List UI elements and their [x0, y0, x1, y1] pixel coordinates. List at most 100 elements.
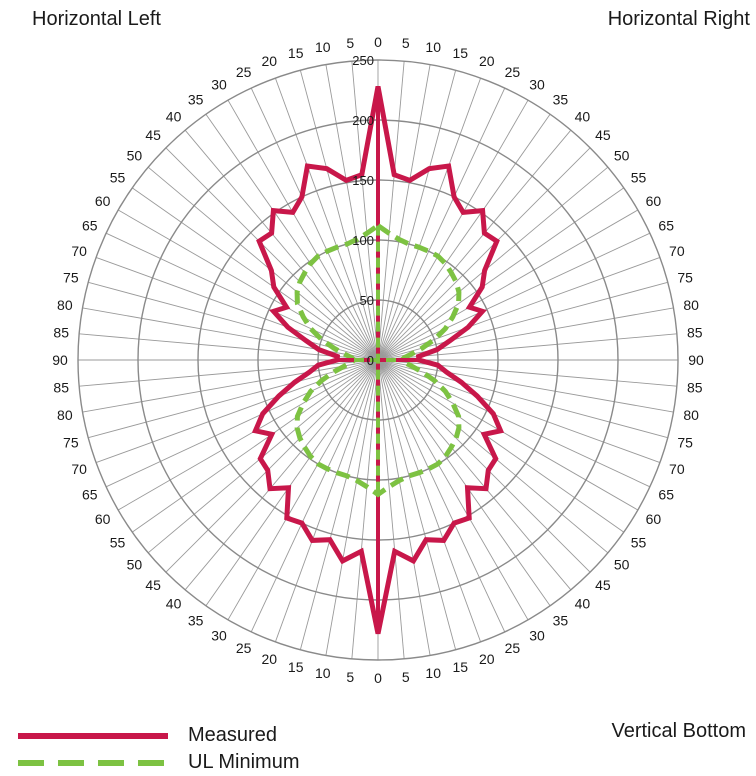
radial-tick-label: 50: [360, 293, 374, 308]
angle-label: 55: [110, 170, 126, 186]
angle-label: 65: [658, 486, 674, 502]
grid-spoke: [377, 359, 551, 607]
grid-spoke: [377, 77, 482, 361]
grid-spoke: [117, 359, 379, 511]
angle-label: 40: [575, 596, 591, 612]
grid-spoke: [377, 232, 651, 361]
grid-spoke: [377, 359, 572, 591]
grid-spoke: [351, 61, 379, 361]
angle-label: 80: [57, 407, 73, 423]
angle-label: 45: [595, 577, 611, 593]
angle-label: 75: [677, 434, 693, 450]
angle-label: 70: [71, 461, 87, 477]
grid-spoke: [105, 232, 379, 361]
series-layer: [251, 85, 505, 635]
grid-spoke: [274, 359, 379, 643]
grid-spoke: [88, 359, 379, 439]
grid-spoke: [377, 256, 661, 361]
angle-label: 55: [110, 534, 126, 550]
angle-label: 25: [505, 64, 521, 80]
angle-label: 75: [677, 270, 693, 286]
grid-spoke: [377, 359, 591, 573]
legend-label-ul-minimum: UL Minimum: [188, 751, 300, 773]
grid-spoke: [377, 359, 677, 387]
angle-label: 50: [127, 148, 143, 164]
grid-spoke: [377, 99, 529, 361]
grid-spoke: [131, 187, 379, 361]
grid-spoke: [377, 187, 625, 361]
angle-label: 15: [453, 659, 469, 675]
grid-spoke: [377, 359, 529, 621]
angle-label: 20: [479, 53, 495, 69]
angle-label: 70: [669, 243, 685, 259]
angle-label: 50: [127, 556, 143, 572]
grid-spoke: [131, 359, 379, 533]
angle-label: 45: [595, 127, 611, 143]
series-ul-minimum: [294, 222, 462, 498]
grid-spoke: [377, 359, 405, 659]
angle-label: 35: [553, 612, 569, 628]
angle-label: 10: [315, 665, 331, 681]
angle-label: 40: [166, 596, 182, 612]
grid-spoke: [325, 359, 379, 656]
grid-spoke: [95, 256, 379, 361]
grid-ring: [77, 59, 679, 661]
angle-label: 50: [614, 148, 630, 164]
angle-label: 45: [145, 127, 161, 143]
angle-label: 65: [82, 486, 98, 502]
grid-spoke: [250, 359, 379, 633]
grid-spoke: [351, 359, 379, 659]
angle-label: 0: [374, 670, 382, 686]
angle-label: 60: [95, 193, 111, 209]
grid-spoke: [377, 359, 639, 511]
grid-spoke: [377, 359, 668, 439]
radial-tick-label: 100: [352, 233, 374, 248]
angle-label: 5: [346, 35, 354, 51]
angle-label: 10: [315, 39, 331, 55]
grid-spoke: [377, 166, 609, 361]
grid-spoke: [377, 147, 591, 361]
angle-label: 5: [346, 669, 354, 685]
legend-item-measured: Measured: [18, 722, 300, 749]
grid-spoke: [184, 359, 379, 591]
angle-label: 75: [63, 270, 79, 286]
angle-label: 40: [166, 108, 182, 124]
angle-label: 5: [402, 669, 410, 685]
grid-spoke: [377, 61, 405, 361]
grid-spoke: [377, 359, 651, 488]
grid-spoke: [82, 359, 379, 413]
grid-spoke: [299, 70, 379, 361]
grid-spoke: [147, 166, 379, 361]
grid-spoke: [377, 359, 674, 413]
grid-spoke: [274, 77, 379, 361]
grid-spoke: [377, 359, 431, 656]
angle-label: 80: [57, 297, 73, 313]
radial-tick-label: 150: [352, 173, 374, 188]
grid-spoke: [95, 359, 379, 464]
grid-spoke: [377, 129, 572, 361]
angle-label: 90: [688, 352, 704, 368]
horizontal-left-label: Horizontal Left: [32, 8, 161, 30]
angle-label: 55: [631, 534, 647, 550]
grid-spoke: [205, 359, 379, 607]
grid-spoke: [227, 99, 379, 361]
angle-label: 35: [553, 92, 569, 108]
angle-label: 60: [646, 511, 662, 527]
angle-label: 5: [402, 35, 410, 51]
angle-label: 65: [658, 218, 674, 234]
angle-label: 50: [614, 556, 630, 572]
radial-tick-label: 200: [352, 113, 374, 128]
angle-label: 85: [687, 324, 703, 340]
angle-label: 70: [669, 461, 685, 477]
angle-label: 25: [236, 64, 252, 80]
angle-label: 85: [53, 324, 69, 340]
angle-label: 30: [529, 77, 545, 93]
grid-spoke: [377, 64, 431, 361]
angle-label: 25: [236, 640, 252, 656]
legend: Measured UL Minimum: [18, 722, 300, 776]
grid-spoke: [377, 209, 639, 361]
grid-spoke: [105, 359, 379, 488]
grid-spoke: [377, 359, 506, 633]
